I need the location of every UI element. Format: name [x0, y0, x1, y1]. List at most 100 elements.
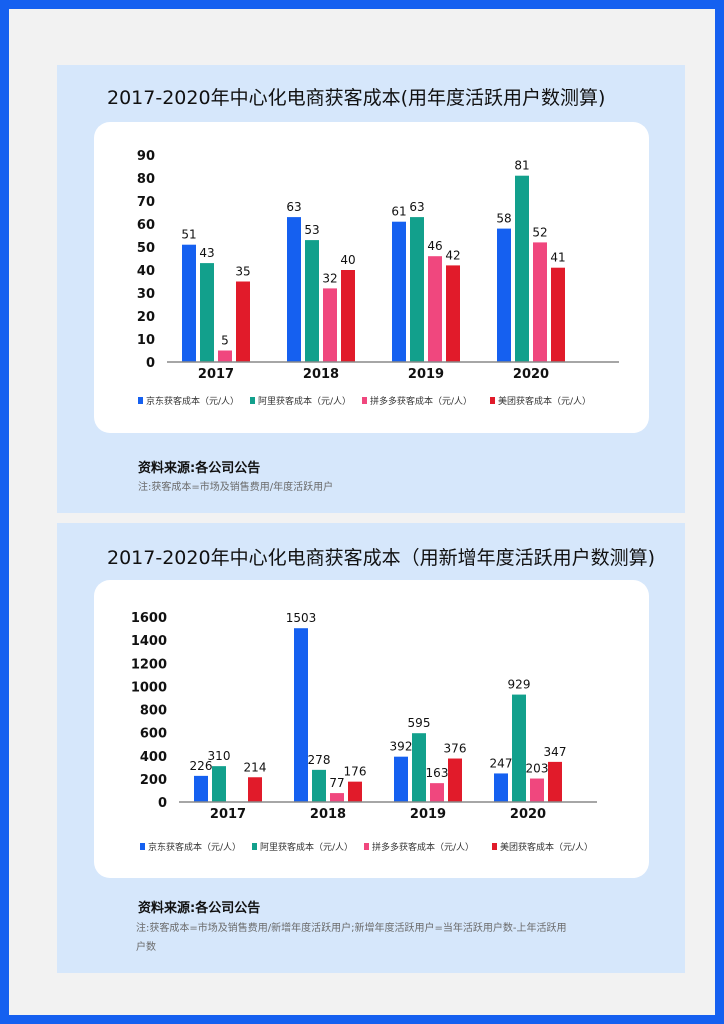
legend-swatch-0 [140, 843, 145, 850]
data-label: 214 [244, 760, 267, 774]
panel-2-note: 注:获客成本=市场及销售费用/新增年度活跃用户;新增年度活跃用户=当年活跃用户数… [136, 923, 567, 953]
y-tick-label: 0 [158, 796, 167, 811]
data-label: 46 [427, 239, 442, 253]
y-tick-label: 1400 [131, 634, 167, 649]
bar-2018-s3 [348, 781, 362, 802]
bar-2020-s3 [548, 761, 562, 802]
y-tick-label: 1600 [131, 611, 167, 626]
bar-2019-s3 [448, 758, 462, 802]
data-label: 58 [496, 212, 511, 226]
data-label: 61 [391, 205, 406, 219]
chart-panel-1: 2017-2020年中心化电商获客成本(用年度活跃用户数测算) 0 10 20 30 4… [57, 65, 685, 513]
bar-2019-s0 [392, 221, 406, 362]
data-label: 163 [426, 766, 449, 780]
legend-label-0: 京东获客成本（元/人） [148, 841, 241, 853]
y-tick-label: 200 [140, 773, 167, 788]
y-tick-label: 80 [137, 172, 155, 187]
data-label: 392 [390, 740, 413, 754]
y-tick-label: 1000 [131, 680, 167, 695]
legend-swatch-3 [490, 397, 495, 404]
legend-label-1: 阿里获客成本（元/人） [258, 395, 351, 407]
x-tick-label: 2017 [198, 367, 234, 382]
x-tick-label: 2020 [510, 807, 546, 822]
y-tick-label: 50 [137, 241, 155, 256]
bar-2017-s0 [194, 775, 208, 802]
bar-2018-s0 [287, 217, 301, 362]
legend-swatch-1 [250, 397, 255, 404]
x-tick-label: 2018 [303, 367, 339, 382]
y-tick-label: 400 [140, 750, 167, 765]
data-label: 203 [526, 762, 549, 776]
data-label: 43 [199, 246, 214, 260]
x-tick-label: 2017 [210, 807, 246, 822]
data-label: 278 [308, 753, 331, 767]
data-label: 52 [532, 225, 547, 239]
y-tick-label: 90 [137, 149, 155, 164]
data-label: 310 [208, 749, 231, 763]
legend-swatch-3 [492, 843, 497, 850]
bar-2020-s0 [494, 773, 508, 802]
legend-label-2: 拼多多获客成本（元/人） [370, 395, 472, 407]
bar-2020-s3 [551, 267, 565, 362]
data-label: 376 [444, 742, 467, 756]
y-tick-label: 600 [140, 727, 167, 742]
data-label: 176 [344, 765, 367, 779]
bar-2020-s1 [515, 175, 529, 362]
bar-2018-s1 [312, 769, 326, 802]
data-label: 81 [514, 159, 529, 173]
bar-2017-s3 [248, 777, 262, 802]
data-label: 51 [181, 228, 196, 242]
legend-swatch-0 [138, 397, 143, 404]
bar-2019-s2 [430, 783, 444, 802]
y-tick-label: 70 [137, 195, 155, 210]
bar-2019-s0 [394, 756, 408, 802]
legend-label-2: 拼多多获客成本（元/人） [372, 841, 474, 853]
x-tick-label: 2018 [310, 807, 346, 822]
bar-2017-s0 [182, 244, 196, 362]
bar-2020-s1 [512, 694, 526, 802]
data-label: 63 [409, 200, 424, 214]
bar-2017-s3 [236, 281, 250, 362]
panel-1-note: 注:获客成本=市场及销售费用/年度活跃用户 [138, 482, 334, 493]
y-tick-label: 30 [137, 287, 155, 302]
data-label: 77 [329, 776, 344, 790]
y-tick-label: 800 [140, 704, 167, 719]
legend-swatch-2 [364, 843, 369, 850]
bar-2018-s2 [330, 793, 344, 802]
data-label: 247 [490, 756, 513, 770]
panel-1-title: 2017-2020年中心化电商获客成本(用年度活跃用户数测算) [107, 87, 606, 109]
data-label: 5 [221, 334, 229, 348]
chart-panel-2: 2017-2020年中心化电商获客成本（用新增年度活跃用户数测算) 0 200 40… [57, 523, 685, 973]
bar-2017-s1 [212, 766, 226, 802]
bar-2020-s2 [533, 242, 547, 362]
bar-2019-s2 [428, 256, 442, 362]
y-tick-label: 0 [146, 356, 155, 371]
bar-2019-s3 [446, 265, 460, 362]
bar-2019-s1 [410, 217, 424, 362]
panel-2-title: 2017-2020年中心化电商获客成本（用新增年度活跃用户数测算) [107, 547, 655, 569]
data-label: 41 [550, 251, 565, 265]
chart-card-1: 0 10 20 30 40 50 60 70 80 90 51 43 5 35 2017 63 53 32 40 20… [94, 122, 649, 433]
y-tick-label: 40 [137, 264, 155, 279]
bar-2018-s1 [305, 240, 319, 362]
bar-2018-s3 [341, 270, 355, 362]
data-label: 595 [408, 716, 431, 730]
legend-swatch-2 [362, 397, 367, 404]
bar-2017-s2 [218, 350, 232, 362]
legend-label-3: 美团获客成本（元/人） [500, 841, 593, 853]
bar-2020-s2 [530, 778, 544, 802]
bar-chart-1: 0102030405060708090514353520176353324020… [137, 149, 619, 407]
data-label: 53 [304, 223, 319, 237]
data-label: 32 [322, 271, 337, 285]
legend-label-1: 阿里获客成本（元/人） [260, 841, 353, 853]
x-tick-label: 2020 [513, 367, 549, 382]
bar-2017-s1 [200, 263, 214, 362]
x-tick-label: 2019 [410, 807, 446, 822]
y-tick-label: 1200 [131, 657, 167, 672]
chart-card-2: 0 200 400 600 800 1000 1200 1400 1600 226 310 214 20… [94, 580, 649, 878]
bar-2019-s1 [412, 733, 426, 802]
data-label: 63 [286, 200, 301, 214]
y-tick-label: 60 [137, 218, 155, 233]
